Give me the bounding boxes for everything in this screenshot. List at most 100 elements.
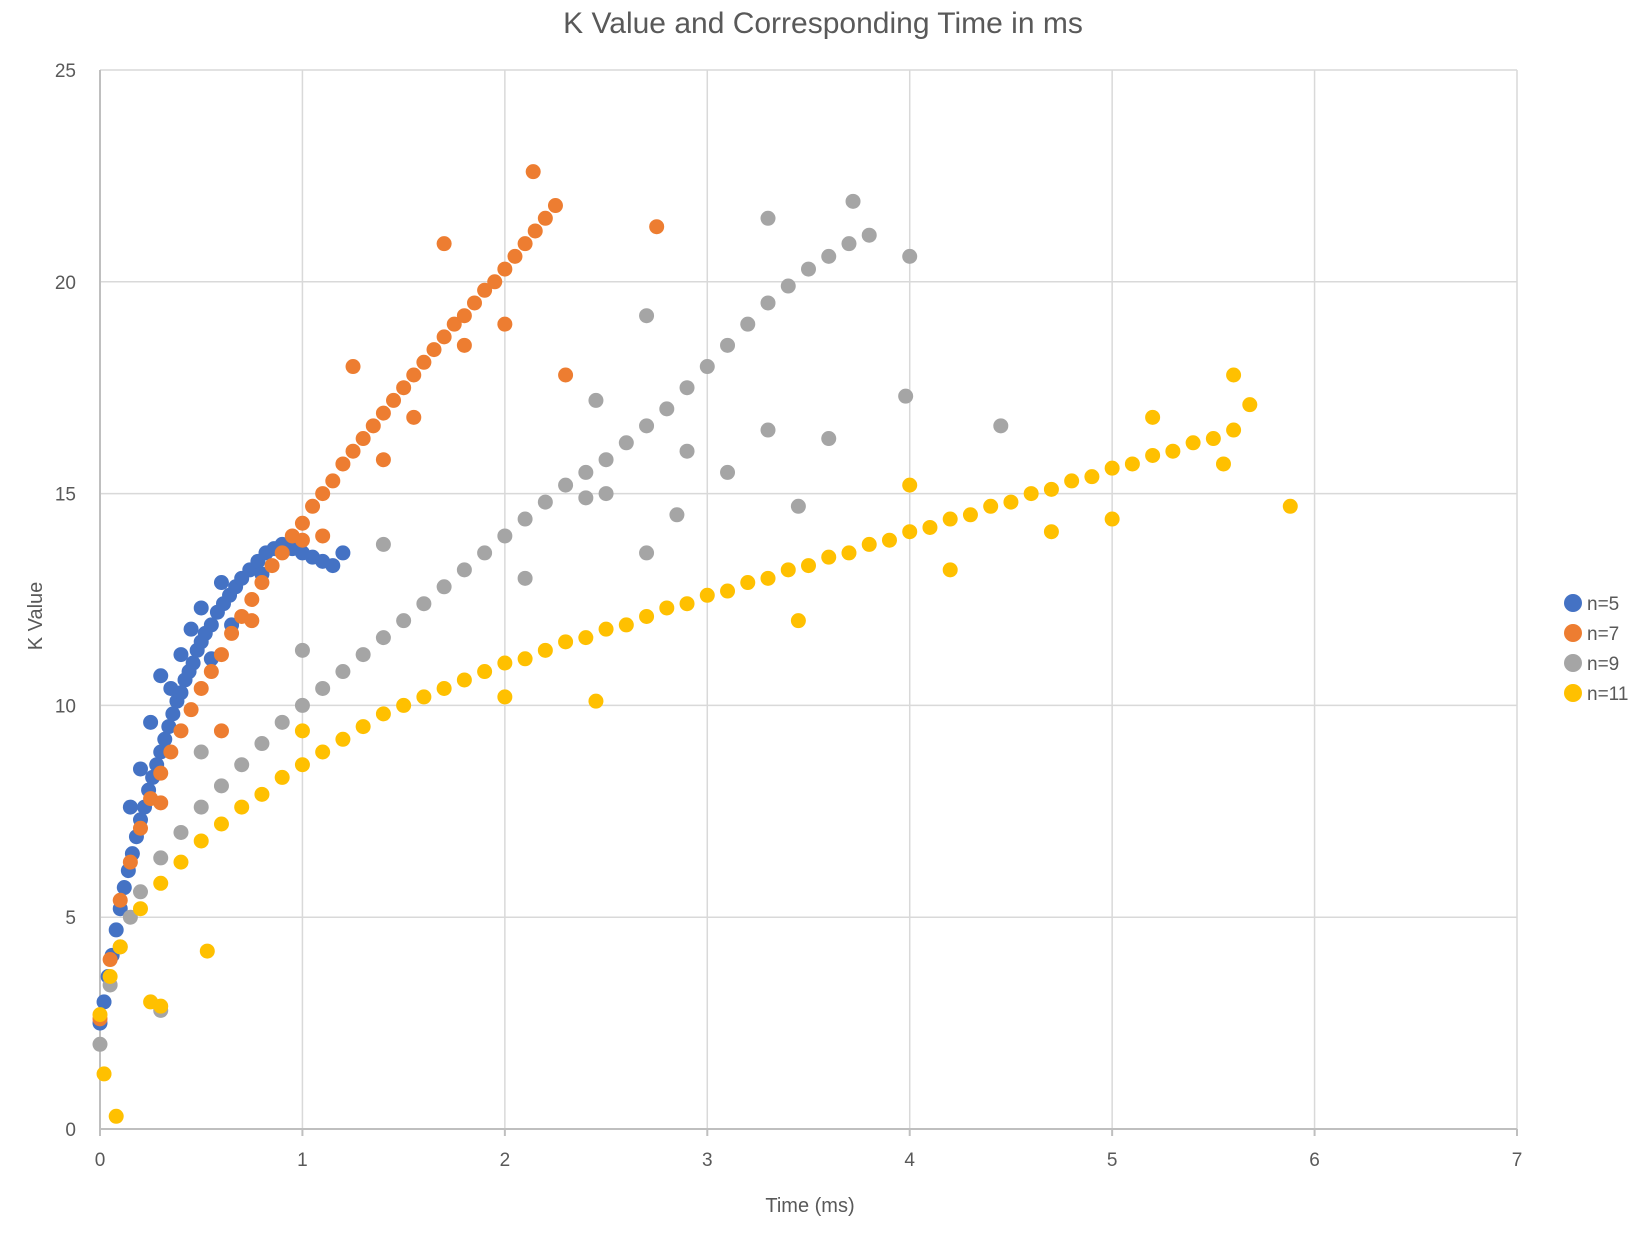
data-point	[199, 943, 215, 959]
series-n=7	[92, 164, 665, 1027]
data-point	[821, 549, 837, 565]
data-point	[173, 647, 189, 663]
data-point	[153, 875, 169, 891]
data-point	[578, 464, 594, 480]
y-axis-label: K Value	[25, 582, 47, 651]
data-point	[1145, 447, 1161, 463]
data-point	[845, 193, 861, 209]
data-point	[902, 248, 918, 264]
data-point	[213, 647, 229, 663]
data-point	[537, 642, 553, 658]
data-point	[669, 507, 685, 523]
chart-title: K Value and Corresponding Time in ms	[563, 7, 1083, 40]
data-point	[699, 587, 715, 603]
data-point	[659, 600, 675, 616]
data-point	[760, 295, 776, 311]
data-point	[861, 536, 877, 552]
data-point	[1043, 481, 1059, 497]
data-point	[821, 248, 837, 264]
data-point	[274, 714, 290, 730]
x-tick-label: 5	[1107, 1150, 1118, 1171]
data-point	[456, 672, 472, 688]
data-point	[315, 528, 331, 544]
data-point	[649, 219, 665, 235]
data-point	[153, 998, 169, 1014]
x-axis-label: Time (ms)	[765, 1195, 854, 1217]
data-point	[335, 545, 351, 561]
y-tick-label: 15	[55, 485, 76, 506]
x-tick-label: 2	[500, 1150, 511, 1171]
data-point	[659, 401, 675, 417]
data-point	[841, 545, 857, 561]
data-point	[578, 490, 594, 506]
data-point	[790, 613, 806, 629]
data-point	[527, 223, 543, 239]
data-point	[1084, 469, 1100, 485]
data-point	[639, 608, 655, 624]
data-point	[537, 210, 553, 226]
data-point	[335, 664, 351, 680]
data-point	[1043, 524, 1059, 540]
data-point	[406, 409, 422, 425]
y-tick-label: 20	[55, 273, 76, 294]
x-tick-label: 1	[297, 1150, 308, 1171]
data-point	[173, 723, 189, 739]
data-point	[274, 769, 290, 785]
data-point	[116, 880, 132, 896]
gridlines	[99, 69, 1518, 1130]
data-point	[375, 452, 391, 468]
data-point	[497, 655, 513, 671]
data-point	[780, 278, 796, 294]
data-point	[588, 392, 604, 408]
x-tick-label: 0	[95, 1150, 106, 1171]
data-point	[639, 308, 655, 324]
data-point	[294, 723, 310, 739]
data-point	[1023, 486, 1039, 502]
data-point	[760, 422, 776, 438]
data-point	[1104, 511, 1120, 527]
legend-label: n=5	[1587, 594, 1619, 615]
data-point	[153, 850, 169, 866]
data-point	[325, 558, 341, 574]
data-point	[679, 443, 695, 459]
data-point	[1165, 443, 1181, 459]
data-point	[335, 456, 351, 472]
legend-label: n=7	[1587, 624, 1619, 645]
data-point	[112, 892, 128, 908]
data-point	[1124, 456, 1140, 472]
data-point	[436, 236, 452, 252]
data-point	[165, 706, 181, 722]
data-point	[355, 647, 371, 663]
data-point	[254, 786, 270, 802]
data-point	[365, 418, 381, 434]
data-point	[122, 909, 138, 925]
data-point	[720, 337, 736, 353]
data-point	[203, 664, 219, 680]
data-point	[537, 494, 553, 510]
data-point	[386, 392, 402, 408]
data-point	[406, 367, 422, 383]
data-point	[193, 600, 209, 616]
data-point	[416, 354, 432, 370]
data-point	[157, 731, 173, 747]
data-point	[456, 562, 472, 578]
data-point	[416, 596, 432, 612]
data-point	[517, 236, 533, 252]
data-point	[525, 164, 541, 180]
data-point	[1064, 473, 1080, 489]
data-point	[416, 689, 432, 705]
data-point	[108, 1108, 124, 1124]
data-point	[193, 744, 209, 760]
y-tick-label: 5	[65, 908, 76, 929]
data-point	[153, 795, 169, 811]
legend-marker	[1564, 624, 1582, 642]
data-point	[497, 689, 513, 705]
data-point	[234, 799, 250, 815]
data-point	[507, 248, 523, 264]
data-point	[740, 575, 756, 591]
data-point	[375, 405, 391, 421]
data-point	[153, 765, 169, 781]
data-point	[679, 380, 695, 396]
data-point	[294, 757, 310, 773]
